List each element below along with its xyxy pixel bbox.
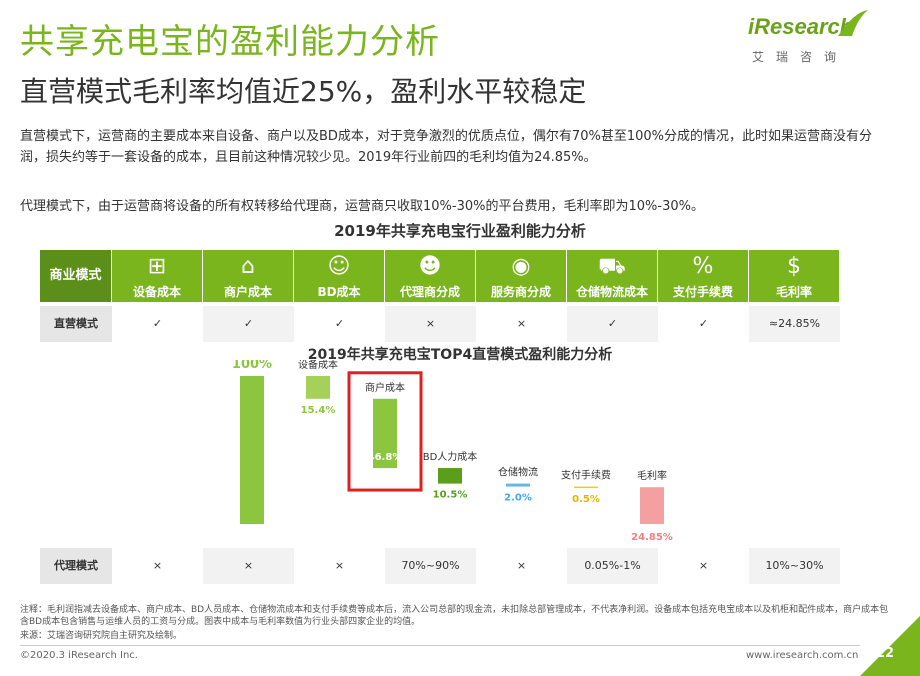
header-cell: % 支付手续费 (658, 250, 749, 302)
value-label: 100% (232, 360, 272, 372)
category-label: BD人力成本 (423, 450, 478, 463)
chart-bar (640, 487, 664, 524)
logo-swoosh-icon (838, 10, 868, 36)
row-cell: × (294, 548, 385, 584)
page-corner-decoration (860, 616, 920, 676)
service-icon: ◉ (511, 254, 531, 279)
header-label: BD成本 (317, 285, 361, 299)
row-cell: ✓ (112, 306, 203, 342)
chart-bar (373, 398, 397, 469)
chart-bar (438, 468, 462, 484)
row-label: 代理模式 (40, 548, 112, 584)
header-label: 支付手续费 (672, 285, 733, 299)
header-cell: ⊞ 设备成本 (112, 250, 203, 302)
row-cell: ✓ (567, 306, 658, 342)
store-icon: ⌂ (241, 254, 255, 279)
row-cell: × (385, 306, 476, 342)
table-title: 2019年共享充电宝行业盈利能力分析 (334, 222, 586, 240)
value-label: 46.8% (368, 452, 403, 463)
iresearch-logo: iResearch (748, 14, 854, 39)
category-label: 仓储物流 (498, 466, 538, 479)
row-cell: 70%~90% (385, 548, 476, 584)
person-icon: ☺ (327, 254, 351, 279)
truck-icon: ⛟ (598, 254, 626, 279)
header-cell: ⛟ 仓储物流成本 (567, 250, 658, 302)
value-label: 0.5% (572, 494, 600, 505)
device-icon: ⊞ (147, 254, 167, 279)
category-label: 商户成本 (365, 381, 405, 394)
header-label: 毛利率 (775, 285, 812, 299)
row-cell: ✓ (658, 306, 749, 342)
agent-icon: ☻ (418, 254, 442, 279)
row-cell: 10%~30% (749, 548, 840, 584)
row-cell: × (658, 548, 749, 584)
value-label: 2.0% (504, 493, 532, 504)
category-label: 支付手续费 (561, 469, 611, 482)
chart-title: 2019年共享充电宝TOP4直营模式盈利能力分析 (307, 347, 613, 363)
category-label: 设备成本 (298, 360, 338, 371)
row-cell: ✓ (294, 306, 385, 342)
header-cell: ⌂ 商户成本 (203, 250, 294, 302)
waterfall-chart: 单宝年均租赁收入100%设备成本15.4%商户成本46.8%BD人力成本10.5… (232, 360, 673, 543)
chart-bar (506, 483, 530, 487)
paragraph-direct-mode: 直营模式下，运营商的主要成本来自设备、商户以及BD成本，对于竞争激烈的优质点位，… (20, 129, 872, 165)
row-cell: × (476, 548, 567, 584)
header-cell: ☺ BD成本 (294, 250, 385, 302)
header-label: 服务商分成 (490, 285, 551, 299)
value-label: 10.5% (433, 490, 468, 501)
value-label: 24.85% (631, 532, 673, 543)
row-label: 直营模式 (40, 306, 112, 342)
chart-bar (574, 486, 598, 489)
header-cell: ◉ 服务商分成 (476, 250, 567, 302)
row-cell: 0.05%-1% (567, 548, 658, 584)
footer-divider (20, 645, 860, 646)
value-label: 15.4% (301, 405, 336, 416)
header-label: 商户成本 (223, 285, 272, 299)
row-cell: × (112, 548, 203, 584)
percent-icon: % (692, 254, 714, 279)
header-cell: ☻ 代理商分成 (385, 250, 476, 302)
logo-chinese-name: 艾瑞咨询 (752, 50, 849, 64)
highlight-box (347, 371, 423, 492)
money-icon: $ (787, 254, 801, 279)
row-cell: ≈24.85% (749, 306, 840, 342)
row-cell: ✓ (203, 306, 294, 342)
note-text: 注释：毛利润指减去设备成本、商户成本、BD人员成本、仓储物流成本和支付手续费等成… (20, 605, 889, 627)
footer-copyright: ©2020.3 iResearch Inc. (20, 650, 138, 661)
chart-bar (240, 376, 264, 524)
header-label: 设备成本 (132, 285, 181, 299)
header-label: 仓储物流成本 (575, 285, 648, 299)
row-cell: × (203, 548, 294, 584)
page-number: 22 (876, 646, 895, 661)
row-cell: × (476, 306, 567, 342)
header-label: 代理商分成 (399, 285, 460, 299)
header-cell: $ 毛利率 (749, 250, 840, 302)
page-title: 共享充电宝的盈利能力分析 (20, 22, 440, 62)
chart-bar (306, 376, 330, 399)
paragraph-agent-mode: 代理模式下，由于运营商将设备的所有权转移给代理商，运营商只收取10%-30%的平… (20, 199, 704, 214)
source-text: 来源：艾瑞咨询研究院自主研究及绘制。 (20, 631, 183, 641)
footer-website: www.iresearch.com.cn (746, 650, 859, 661)
page-subtitle: 直营模式毛利率均值近25%，盈利水平较稳定 (20, 75, 587, 108)
category-label: 毛利率 (637, 469, 667, 482)
header-business-mode: 商业模式 (40, 250, 112, 302)
